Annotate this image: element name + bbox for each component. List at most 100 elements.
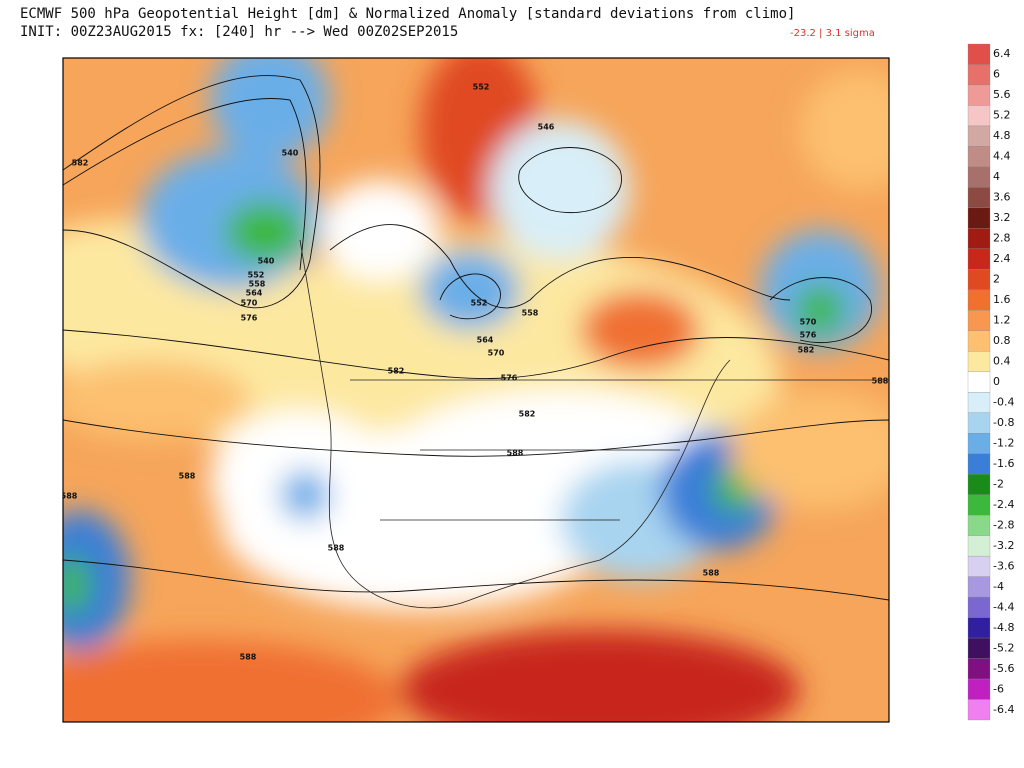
colorbar-label: -3.6 (993, 559, 1014, 572)
colorbar-label: 3.6 (993, 191, 1011, 204)
contour-label: 552 (248, 271, 265, 280)
contour-label: 558 (522, 309, 539, 318)
anomaly-blob (400, 630, 800, 722)
colorbar-label: -4.8 (993, 621, 1014, 634)
colorbar-swatch (967, 351, 991, 372)
colorbar-swatch (967, 187, 991, 209)
anomaly-blob (730, 390, 889, 510)
colorbar-swatch (967, 699, 991, 721)
anomaly-blob (63, 510, 130, 650)
colorbar-swatch (967, 371, 991, 393)
colorbar-label: 0.4 (993, 355, 1011, 368)
contour-label: 576 (501, 374, 518, 383)
contour-label: 570 (488, 349, 505, 358)
contour-label: 570 (800, 318, 817, 327)
anomaly-blob (280, 470, 330, 520)
colorbar-label: 2 (993, 273, 1000, 286)
colorbar-label: 1.6 (993, 293, 1011, 306)
anomaly-blob (63, 360, 250, 440)
colorbar-label: 0.8 (993, 334, 1011, 347)
contour-label: 564 (477, 336, 494, 345)
contour-label: 588 (703, 569, 720, 578)
colorbar-swatch (967, 84, 991, 106)
colorbar-label: -4.4 (993, 600, 1014, 613)
contour-label: 582 (798, 346, 815, 355)
contour-label: 558 (249, 280, 266, 289)
colorbar-label: 5.2 (993, 109, 1011, 122)
contour-label: 576 (241, 314, 258, 323)
anomaly-blob (490, 120, 630, 260)
contour-label: 588 (872, 377, 889, 386)
colorbar: 6.4 6 5.6 5.2 4.8 4.4 4 3.6 3.2 2.8 2.4 2 1.6 1.2 0.8 0… (967, 43, 1014, 721)
colorbar-swatch (967, 125, 991, 147)
colorbar-label: -2.4 (993, 498, 1014, 511)
contour-label: 582 (72, 159, 89, 168)
colorbar-label: 4.4 (993, 150, 1011, 163)
colorbar-label: 6 (993, 68, 1000, 81)
anomaly-blob (795, 285, 845, 335)
colorbar-swatch (967, 392, 991, 413)
colorbar-label: 0 (993, 375, 1000, 388)
anomaly-blob (320, 180, 440, 280)
colorbar-label: -1.2 (993, 436, 1014, 449)
colorbar-swatch (967, 166, 991, 188)
colorbar-label: 5.6 (993, 88, 1011, 101)
contour-label: 576 (800, 331, 817, 340)
colorbar-swatch (967, 289, 991, 311)
colorbar-label: 6.4 (993, 47, 1011, 60)
contour-label: 588 (328, 544, 345, 553)
colorbar-label: -3.2 (993, 539, 1014, 552)
colorbar-label: -6.4 (993, 703, 1014, 716)
colorbar-swatch (967, 617, 991, 639)
anomaly-blob (225, 202, 305, 262)
colorbar-swatch (967, 146, 991, 168)
colorbar-swatch (967, 535, 991, 557)
contour-label: 582 (388, 367, 405, 376)
colorbar-label: -6 (993, 682, 1004, 695)
colorbar-swatch (967, 515, 991, 536)
map-frame (62, 57, 890, 723)
sigma-annotation: -23.2 | 3.1 sigma (790, 28, 875, 39)
contour-label: 588 (240, 653, 257, 662)
colorbar-label: -0.8 (993, 416, 1014, 429)
colorbar-label: -5.6 (993, 662, 1014, 675)
colorbar-label: 4 (993, 170, 1000, 183)
anomaly-blob (580, 290, 700, 370)
colorbar-swatch (967, 248, 991, 270)
anomaly-blob (63, 555, 90, 615)
colorbar-swatch (967, 105, 991, 127)
title: ECMWF 500 hPa Geopotential Height [dm] &… (20, 6, 795, 22)
anomaly-blob (63, 640, 400, 722)
colorbar-label: 3.2 (993, 211, 1011, 224)
contour-label: 552 (471, 299, 488, 308)
colorbar-swatch (967, 453, 991, 475)
colorbar-swatch (967, 433, 991, 454)
colorbar-swatch (967, 330, 991, 352)
coastlines (299, 239, 889, 609)
colorbar-label: -5.2 (993, 641, 1014, 654)
colorbar-label: -2 (993, 477, 1004, 490)
colorbar-swatch (967, 474, 991, 495)
colorbar-label: 1.2 (993, 314, 1011, 327)
colorbar-swatch (967, 269, 991, 290)
contour-label: 552 (473, 83, 490, 92)
colorbar-swatch (967, 228, 991, 249)
colorbar-label: 2.4 (993, 252, 1011, 265)
contour-label: 588 (507, 449, 524, 458)
colorbar-swatch (967, 555, 991, 577)
colorbar-swatch (967, 207, 991, 229)
contour-label: 540 (282, 149, 299, 158)
contour-label: 582 (519, 410, 536, 419)
colorbar-swatch (967, 412, 991, 434)
contour-label: 546 (538, 123, 555, 132)
contour-label: 564 (246, 289, 263, 298)
contour-label: 570 (241, 299, 258, 308)
anomaly-blob (210, 58, 330, 160)
colorbar-swatch (967, 637, 991, 659)
colorbar-label: -4 (993, 580, 1004, 593)
colorbar-swatch (967, 678, 991, 700)
colorbar-swatch (967, 576, 991, 598)
colorbar-swatch (967, 494, 991, 516)
subtitle: INIT: 00Z23AUG2015 fx: [240] hr --> Wed … (20, 24, 458, 40)
